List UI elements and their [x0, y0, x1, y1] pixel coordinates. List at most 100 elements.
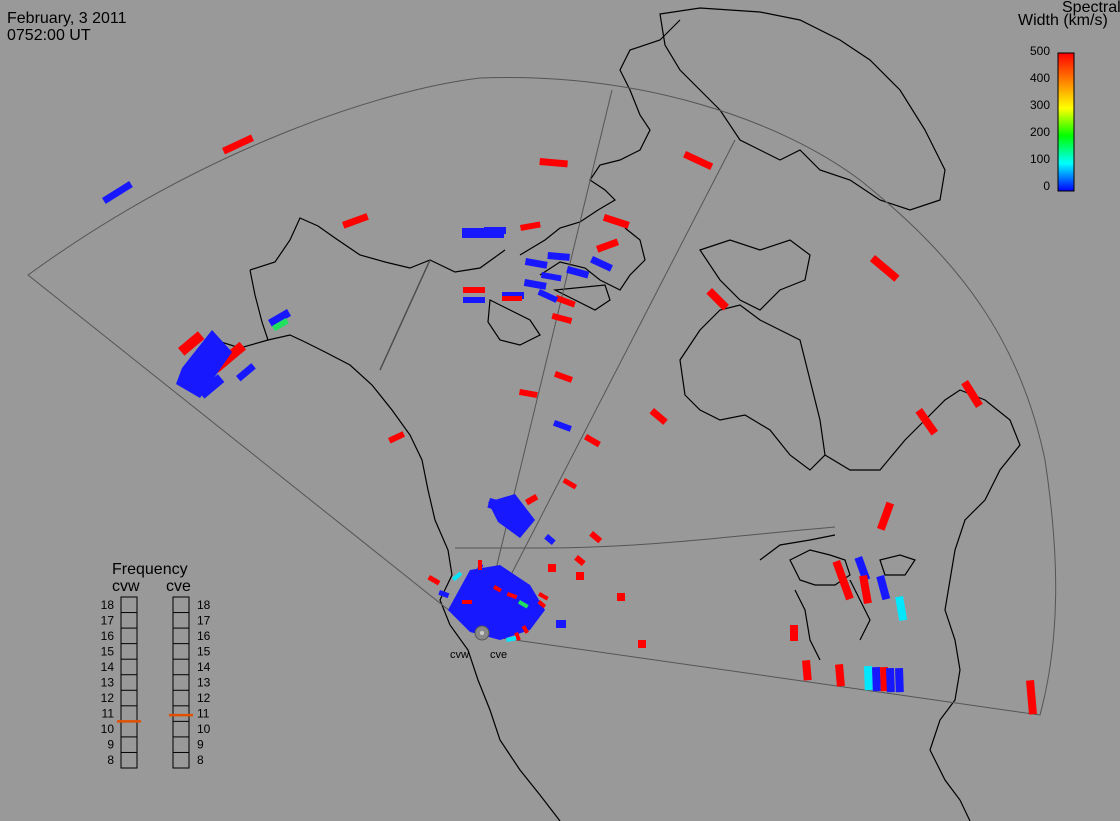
echo-cell — [502, 292, 524, 299]
colorbar-tick-500: 500 — [1030, 44, 1050, 58]
echo-cell — [427, 575, 441, 586]
echo-cell — [463, 287, 485, 293]
echo-cell — [484, 227, 506, 234]
echo-cell — [544, 534, 556, 546]
echo-cell — [869, 255, 900, 282]
echo-cell — [527, 610, 539, 620]
frequency-tick-right: 9 — [197, 738, 204, 752]
frequency-tick-right: 16 — [197, 629, 211, 643]
echo-cell — [388, 431, 406, 444]
echo-cell — [523, 279, 547, 290]
frequency-bar-cvw — [120, 596, 138, 769]
frequency-tick-left: 10 — [101, 722, 115, 736]
frequency-tick-right: 13 — [197, 676, 211, 690]
echo-cell — [617, 593, 625, 601]
echo-cell — [514, 632, 521, 641]
echo-cell — [590, 256, 613, 272]
frequency-tick-right: 8 — [197, 753, 204, 767]
radar-label-cve: cve — [490, 649, 507, 661]
frequency-tick-right: 14 — [197, 660, 211, 674]
echo-cell — [876, 574, 891, 601]
echo-cluster — [448, 565, 545, 640]
echo-cell — [517, 590, 528, 600]
echo-cell — [1026, 680, 1037, 715]
echo-cell — [236, 363, 256, 382]
echo-cell — [525, 494, 539, 506]
echo-cell — [452, 571, 463, 582]
radar-site — [474, 625, 490, 641]
echo-cell — [341, 213, 369, 229]
echo-cell — [552, 420, 572, 432]
echo-cell — [859, 575, 872, 604]
echo-cell — [518, 389, 538, 399]
echo-cell — [886, 668, 895, 693]
frequency-tick-right: 12 — [197, 691, 211, 705]
colorbar-tick-300: 300 — [1030, 98, 1050, 112]
echo-cell — [519, 221, 541, 231]
echo-cell — [462, 600, 472, 604]
echo-cell — [538, 592, 549, 601]
echo-cell — [562, 477, 578, 490]
echo-cell — [584, 434, 601, 448]
echo-cell — [548, 564, 556, 572]
echo-cell — [802, 660, 812, 681]
echo-cell — [649, 408, 668, 425]
frequency-label-cvw: cvw — [112, 578, 140, 595]
echo-cell — [267, 309, 292, 327]
echo-cell — [854, 556, 871, 582]
echo-cell — [638, 640, 646, 648]
echo-cell — [872, 667, 881, 692]
frequency-bar-cve — [172, 596, 190, 769]
echo-cell — [566, 266, 590, 279]
echo-cell — [574, 555, 586, 567]
echo-cell — [478, 560, 482, 570]
echo-cell — [521, 625, 529, 634]
frequency-tick-left: 13 — [101, 676, 115, 690]
echo-cell — [706, 288, 729, 311]
colorbar-tick-100: 100 — [1030, 152, 1050, 166]
echo-cell — [876, 501, 895, 531]
echo-cell — [835, 664, 845, 687]
echo-cell — [895, 596, 908, 622]
echo-cell — [221, 134, 254, 155]
frequency-tick-left: 8 — [107, 753, 114, 767]
echo-cell — [539, 158, 568, 168]
colorbar-gradient — [1057, 52, 1075, 192]
frequency-tick-left: 18 — [101, 598, 115, 612]
frequency-tick-right: 10 — [197, 722, 211, 736]
echo-cell — [540, 271, 562, 282]
frequency-tick-left: 17 — [101, 613, 115, 627]
echo-cluster — [488, 494, 535, 538]
echo-cell — [463, 297, 485, 303]
frequency-tick-right: 18 — [197, 598, 211, 612]
echo-cell — [547, 252, 570, 261]
echo-cell — [553, 370, 573, 383]
colorbar-tick-400: 400 — [1030, 71, 1050, 85]
frequency-tick-right: 15 — [197, 644, 211, 658]
colorbar: 500 400 300 200 100 0 — [1030, 44, 1075, 193]
echo-cell — [864, 666, 873, 691]
echo-cell — [576, 572, 584, 580]
echo-cell — [502, 296, 522, 301]
frequency-tick-left: 11 — [102, 707, 115, 721]
frequency-tick-right: 11 — [197, 707, 210, 721]
frequency-tick-left: 9 — [107, 738, 114, 752]
echo-cell — [518, 600, 529, 609]
echo-cell — [602, 214, 630, 229]
echo-cell — [524, 258, 548, 269]
echo-cell — [438, 589, 450, 599]
colorbar-tick-200: 200 — [1030, 125, 1050, 139]
time-label: 0752:00 UT — [7, 27, 91, 44]
echo-cell — [493, 585, 502, 593]
echo-cell — [178, 331, 205, 356]
echo-cell — [537, 289, 559, 303]
echo-cell — [554, 294, 576, 308]
echo-cell — [589, 531, 603, 544]
radar-label-cvw: cvw — [450, 649, 469, 661]
echo-cell — [832, 560, 854, 601]
frequency-tick-left: 14 — [101, 660, 115, 674]
echo-cell — [551, 312, 573, 324]
echo-cell — [790, 625, 798, 641]
date-label: February, 3 2011 — [7, 10, 127, 27]
